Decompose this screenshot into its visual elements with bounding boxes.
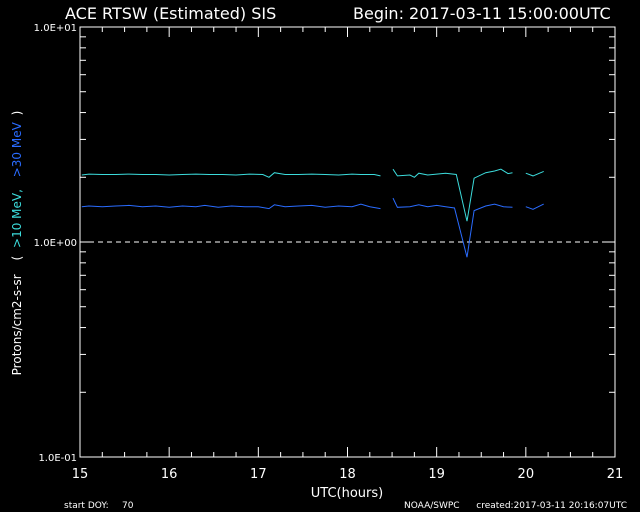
y-axis-label-units: Protons/cm2-s-sr — [10, 274, 24, 375]
y-tick-label: 1.0E+01 — [34, 23, 77, 34]
y-tick-label: 1.0E-01 — [38, 453, 77, 464]
start-doy-value: 70 — [122, 501, 134, 511]
y-axis-paren-close: ) — [10, 111, 24, 116]
series-line-30mev — [392, 197, 513, 258]
series-line-10mev — [525, 170, 544, 177]
chart-title: ACE RTSW (Estimated) SIS — [65, 4, 276, 23]
series-line-10mev — [392, 168, 513, 222]
x-tick-label: 16 — [161, 467, 178, 482]
x-axis-ticks: 15 16 17 18 19 20 21 — [72, 27, 624, 482]
y-axis-paren-open: ( — [10, 256, 24, 261]
x-tick-label: 17 — [250, 467, 267, 482]
data-source: NOAA/SWPC — [404, 501, 460, 511]
series-line-10mev — [81, 172, 381, 178]
start-doy-label: start DOY: — [64, 501, 109, 511]
y-tick-label: 1.0E+00 — [34, 238, 77, 249]
minor-ticks — [80, 27, 615, 457]
begin-time: Begin: 2017-03-11 15:00:00UTC — [353, 4, 611, 23]
x-tick-label: 21 — [607, 467, 624, 482]
legend-series-10mev: >10 MeV, — [10, 189, 24, 248]
y-axis-label: Protons/cm2-s-sr ( >10 MeV, >30 MeV ) — [10, 111, 24, 376]
series-line-30mev — [525, 203, 544, 210]
created-timestamp: created:2017-03-11 20:16:07UTC — [476, 501, 627, 511]
series-layer — [81, 168, 544, 258]
x-tick-label: 19 — [428, 467, 445, 482]
x-tick-label: 20 — [518, 467, 535, 482]
x-tick-label: 18 — [339, 467, 356, 482]
series-line-30mev — [81, 203, 381, 210]
legend-series-30mev: >30 MeV — [10, 121, 24, 177]
x-tick-label: 15 — [72, 467, 89, 482]
x-axis-label: UTC(hours) — [311, 486, 383, 501]
